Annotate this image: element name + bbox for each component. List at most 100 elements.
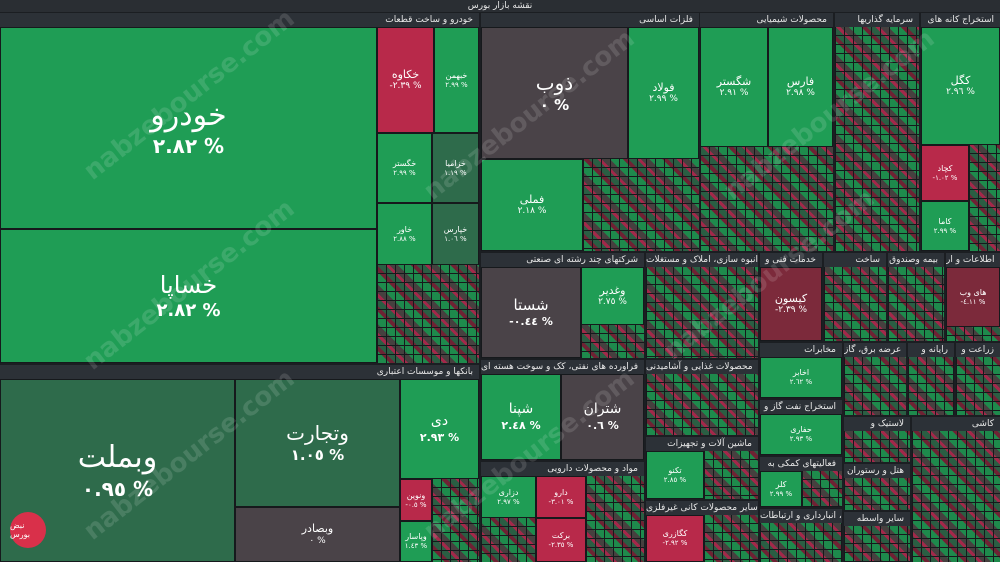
tile-kegol[interactable]: کگل ٢.٩٦ % [921, 27, 1000, 145]
sector-header: اطلاعات و ار [946, 253, 1000, 267]
tile-name: شپنا [508, 401, 534, 418]
sector-computer: رایانه و [908, 343, 954, 415]
tile-shetran[interactable]: شتران ٠.٦ % [561, 374, 644, 460]
tile-percent: ٢.٩٩ % [933, 226, 957, 235]
tile-khodro[interactable]: خودرو ٢.٨٢ % [0, 27, 377, 229]
tile-percent: -٣.٠١ % [548, 497, 574, 506]
tile-percent: ٢.٩٦ % [946, 87, 975, 98]
tile-fameli[interactable]: فملی ٢.١٨ % [481, 159, 583, 251]
small-tiles-mosaic [760, 523, 842, 562]
tile-vbsader[interactable]: وبصادر ٠ % [235, 507, 400, 562]
brand-logo: نبض بورس [10, 512, 46, 548]
tile-percent: ٠.٩٥ % [81, 476, 154, 501]
tile-kisun[interactable]: کیسون -٢.٣٩ % [760, 267, 822, 341]
tile-vnovin[interactable]: ونوین -٠.٥ % [400, 479, 432, 521]
tile-percent: -٠.٤٤ % [509, 315, 553, 328]
tile-name: فولاد [652, 80, 675, 94]
sector-header: سایر واسطه [844, 512, 910, 526]
tile-khegostar[interactable]: خگستر ٢.٩٩ % [377, 133, 432, 203]
tile-vtejarat[interactable]: وتجارت ١.٠٥ % [235, 379, 400, 507]
tile-percent: ٠ % [539, 96, 570, 115]
sector-header: استخراج نفت گاز و [760, 400, 842, 414]
tile-vpasar[interactable]: وپاسار ١.٤٣ % [400, 521, 432, 562]
small-tiles-mosaic [586, 476, 644, 562]
tile-name: فارس [786, 74, 815, 88]
sector-hotel: هتل و رستوران [844, 464, 910, 510]
tile-percent: -١.٠٢ % [932, 173, 958, 182]
tile-khasapa[interactable]: خساپا ٢.٨٢ % [0, 229, 377, 363]
tile-percent: ١.٠٦ % [444, 234, 467, 243]
tile-percent: ٢.٤٨ % [501, 418, 541, 432]
small-tiles-mosaic [912, 431, 1000, 562]
small-tiles-mosaic [824, 267, 886, 341]
tile-zob[interactable]: ذوب ٠ % [481, 27, 628, 159]
sector-header: خودرو و ساخت قطعات [0, 13, 479, 27]
tile-akhabar[interactable]: اخابر ٢.٦٢ % [760, 357, 842, 398]
small-tiles-mosaic [704, 451, 758, 499]
tile-percent: -٢.٩٢ % [662, 539, 688, 548]
small-tiles-mosaic [700, 147, 833, 251]
tile-kegazari[interactable]: کگازری -٢.٩٢ % [646, 515, 704, 562]
small-tiles-mosaic [583, 159, 699, 251]
tile-percent: ٢.٩٩ % [649, 94, 678, 105]
tile-shegostar[interactable]: شگستر ٢.٩١ % [700, 27, 768, 147]
tile-name: خپارس [443, 224, 468, 234]
small-tiles-mosaic [581, 325, 644, 358]
tile-hafari[interactable]: حفاری ٢.٩٣ % [760, 414, 842, 455]
tile-name: وتجارت [286, 421, 349, 446]
small-tiles-mosaic [946, 327, 1000, 341]
tile-name: شگستر [716, 74, 752, 88]
tile-vghadir[interactable]: وغدیر ٢.٧٥ % [581, 267, 644, 325]
sector-banks: بانکها و موسسات اعتباری وبملت ٠.٩٥ % وتج… [0, 365, 479, 562]
sector-misc: سایر محصولات کانی غیرفلزی کگازری -٢.٩٢ % [646, 501, 758, 562]
tile-percent: ٢.٩١ % [719, 88, 749, 99]
tile-barkat[interactable]: برکت -٢.٣٥ % [536, 518, 586, 562]
sector-header: حمل ونقل، انبارداری و ارتباطات [760, 509, 842, 523]
tile-foolad[interactable]: فولاد ٢.٩٩ % [628, 27, 699, 159]
tile-dozari[interactable]: دزاری ٢.٩٧ % [481, 476, 536, 518]
tile-name: کگل [950, 73, 971, 87]
tile-kama[interactable]: کاما ٢.٩٩ % [921, 201, 969, 251]
sector-header: فعالیتهای کمکی به [760, 457, 842, 471]
sector-farm: زراعت و [956, 343, 1000, 415]
sector-header: رایانه و [908, 343, 954, 357]
tile-kechad[interactable]: کچاد -١.٠٢ % [921, 145, 969, 201]
tile-percent: ٢.٩٨ % [786, 88, 815, 99]
tile-shepna[interactable]: شپنا ٢.٤٨ % [481, 374, 561, 460]
sector-header: بیمه وصندوق [888, 253, 944, 267]
tile-percent: ٠ % [309, 535, 326, 546]
sector-aux: فعالیتهای کمکی به کلر ٢.٩٩ % [760, 457, 842, 507]
tile-percent: ٢.٩٣ % [419, 430, 460, 444]
sector-mining: استخراج کانه های کگل ٢.٩٦ % کچاد -١.٠٢ %… [921, 13, 1000, 251]
tile-percent: ٢.٩٣ % [789, 435, 813, 444]
tile-name: های وب [959, 287, 987, 297]
tile-khzamia[interactable]: خزامیا ١.١٩ % [432, 133, 479, 203]
tile-di[interactable]: دی ٢.٩٣ % [400, 379, 479, 479]
tile-tekno[interactable]: تکنو ٢.٨٥ % [646, 451, 704, 499]
tile-name: شتران [583, 401, 622, 418]
small-tiles-mosaic [844, 478, 910, 510]
tile-percent: ٢.٨٨ % [393, 234, 416, 243]
tile-khbahman[interactable]: خبهمن ٢.٩٩ % [434, 27, 479, 133]
tile-daru[interactable]: دارو -٣.٠١ % [536, 476, 586, 518]
sector-auto: خودرو و ساخت قطعات خودرو ٢.٨٢ % خساپا ٢.… [0, 13, 479, 363]
tile-khpars[interactable]: خپارس ١.٠٦ % [432, 203, 479, 265]
tile-name: اخابر [792, 368, 810, 378]
tile-name: ونوین [406, 490, 426, 500]
tile-shasta[interactable]: شستا -٠.٤٤ % [481, 267, 581, 358]
tile-khekaveh[interactable]: خکاوه -٢.٣٩ % [377, 27, 434, 133]
tile-percent: -٢.٣٥ % [548, 540, 574, 549]
sector-header: شرکتهای چند رشته ای صنعتی [481, 253, 644, 267]
tile-khavar[interactable]: خاور ٢.٨٨ % [377, 203, 432, 265]
small-tiles-mosaic [844, 526, 910, 562]
sector-machines: ماشین آلات و تجهیزات تکنو ٢.٨٥ % [646, 437, 758, 499]
tile-kalr[interactable]: کلر ٢.٩٩ % [760, 471, 802, 507]
tile-haybe[interactable]: های وب -٤.١١ % [946, 267, 1000, 327]
tile-fars[interactable]: فارس ٢.٩٨ % [768, 27, 833, 147]
small-tiles-mosaic [956, 357, 1000, 415]
tile-name: خزامیا [445, 158, 466, 168]
sector-chem: محصولات شیمیایی شگستر ٢.٩١ % فارس ٢.٩٨ % [700, 13, 833, 251]
sector-invest: سرمایه گذاریها [835, 13, 919, 251]
sector-header: انبوه سازی، املاک و مستغلات [646, 253, 758, 267]
sector-pharma: مواد و محصولات دارویی دزاری ٢.٩٧ % دارو … [481, 462, 644, 562]
